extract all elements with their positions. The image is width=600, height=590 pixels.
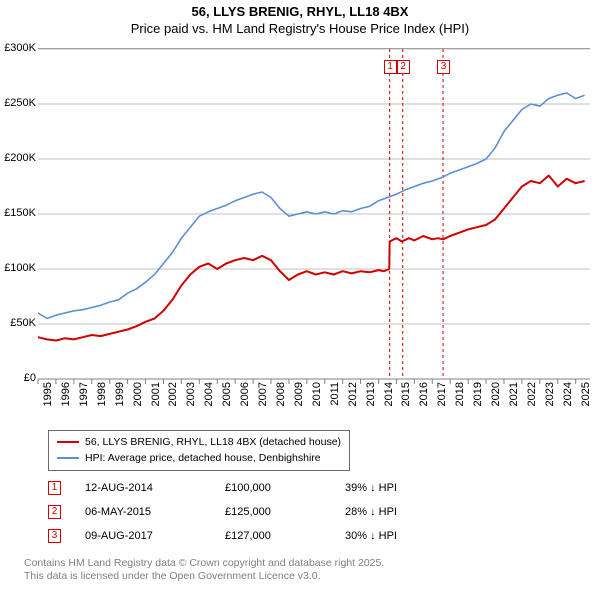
y-tick-label: £100K [4,262,36,274]
markers-table: 1 12-AUG-2014£100,00039% ↓ HPI 2 06-MAY-201… [48,476,465,548]
marker-row: 3 09-AUG-2017£127,00030% ↓ HPI [48,524,465,548]
x-tick-label: 2001 [150,382,162,406]
legend-swatch [57,457,79,459]
plot-area [38,48,590,378]
x-tick-label: 2010 [311,382,323,406]
x-tick-label: 2019 [472,382,484,406]
x-tick-label: 2005 [221,382,233,406]
marker-date: 12-AUG-2014 [85,482,225,494]
legend-item: 56, LLYS BRENIG, RHYL, LL18 4BX (detache… [57,434,341,450]
x-tick-label: 1998 [96,382,108,406]
y-tick-label: £150K [4,207,36,219]
x-tick-label: 2024 [562,382,574,406]
x-tick-label: 1995 [42,382,54,406]
x-tick-label: 2015 [400,382,412,406]
marker-price: £100,000 [225,482,345,494]
footer-line1: Contains HM Land Registry data © Crown c… [24,557,384,571]
x-tick-label: 2006 [239,382,251,406]
x-tick-label: 1996 [60,382,72,406]
legend: 56, LLYS BRENIG, RHYL, LL18 4BX (detache… [48,430,350,471]
marker-row-number: 3 [48,529,61,543]
x-tick-label: 2012 [347,382,359,406]
title-line1: 56, LLYS BRENIG, RHYL, LL18 4BX [0,4,600,21]
legend-swatch [57,441,79,443]
x-tick-label: 2000 [132,382,144,406]
x-tick-label: 2008 [275,382,287,406]
x-tick-label: 2003 [185,382,197,406]
chart-svg [38,49,590,379]
y-tick-label: £0 [24,372,36,384]
y-tick-label: £200K [4,152,36,164]
chart-marker-2: 2 [397,60,410,74]
marker-diff: 30% ↓ HPI [345,530,465,542]
marker-row: 1 12-AUG-2014£100,00039% ↓ HPI [48,476,465,500]
x-tick-label: 2023 [544,382,556,406]
marker-diff: 28% ↓ HPI [345,506,465,518]
footer-line2: This data is licensed under the Open Gov… [24,570,384,584]
marker-date: 09-AUG-2017 [85,530,225,542]
marker-price: £127,000 [225,530,345,542]
title-line2: Price paid vs. HM Land Registry's House … [0,21,600,38]
x-tick-label: 1999 [114,382,126,406]
marker-price: £125,000 [225,506,345,518]
marker-row: 2 06-MAY-2015£125,00028% ↓ HPI [48,500,465,524]
chart-marker-3: 3 [437,60,450,74]
chart-title: 56, LLYS BRENIG, RHYL, LL18 4BX Price pa… [0,0,600,38]
x-tick-label: 2020 [490,382,502,406]
legend-label: HPI: Average price, detached house, Denb… [85,452,321,464]
x-tick-label: 2013 [365,382,377,406]
marker-row-number: 2 [48,505,61,519]
x-tick-label: 2007 [257,382,269,406]
chart-container: 56, LLYS BRENIG, RHYL, LL18 4BX Price pa… [0,0,600,590]
x-tick-label: 2021 [508,382,520,406]
marker-row-number: 1 [48,481,61,495]
chart-marker-1: 1 [384,60,397,74]
marker-diff: 39% ↓ HPI [345,482,465,494]
x-tick-label: 2011 [329,382,341,406]
legend-item: HPI: Average price, detached house, Denb… [57,450,341,466]
y-tick-label: £50K [10,317,36,329]
x-tick-label: 2022 [526,382,538,406]
y-tick-label: £300K [4,42,36,54]
x-tick-label: 2004 [203,382,215,406]
x-tick-label: 2002 [167,382,179,406]
x-tick-label: 2014 [383,382,395,406]
footer-attribution: Contains HM Land Registry data © Crown c… [24,557,384,584]
x-tick-label: 2017 [436,382,448,406]
x-tick-label: 1997 [78,382,90,406]
y-tick-label: £250K [4,97,36,109]
marker-date: 06-MAY-2015 [85,506,225,518]
x-tick-label: 2016 [418,382,430,406]
legend-label: 56, LLYS BRENIG, RHYL, LL18 4BX (detache… [85,436,341,448]
x-tick-label: 2025 [580,382,592,406]
x-tick-label: 2018 [454,382,466,406]
x-tick-label: 2009 [293,382,305,406]
